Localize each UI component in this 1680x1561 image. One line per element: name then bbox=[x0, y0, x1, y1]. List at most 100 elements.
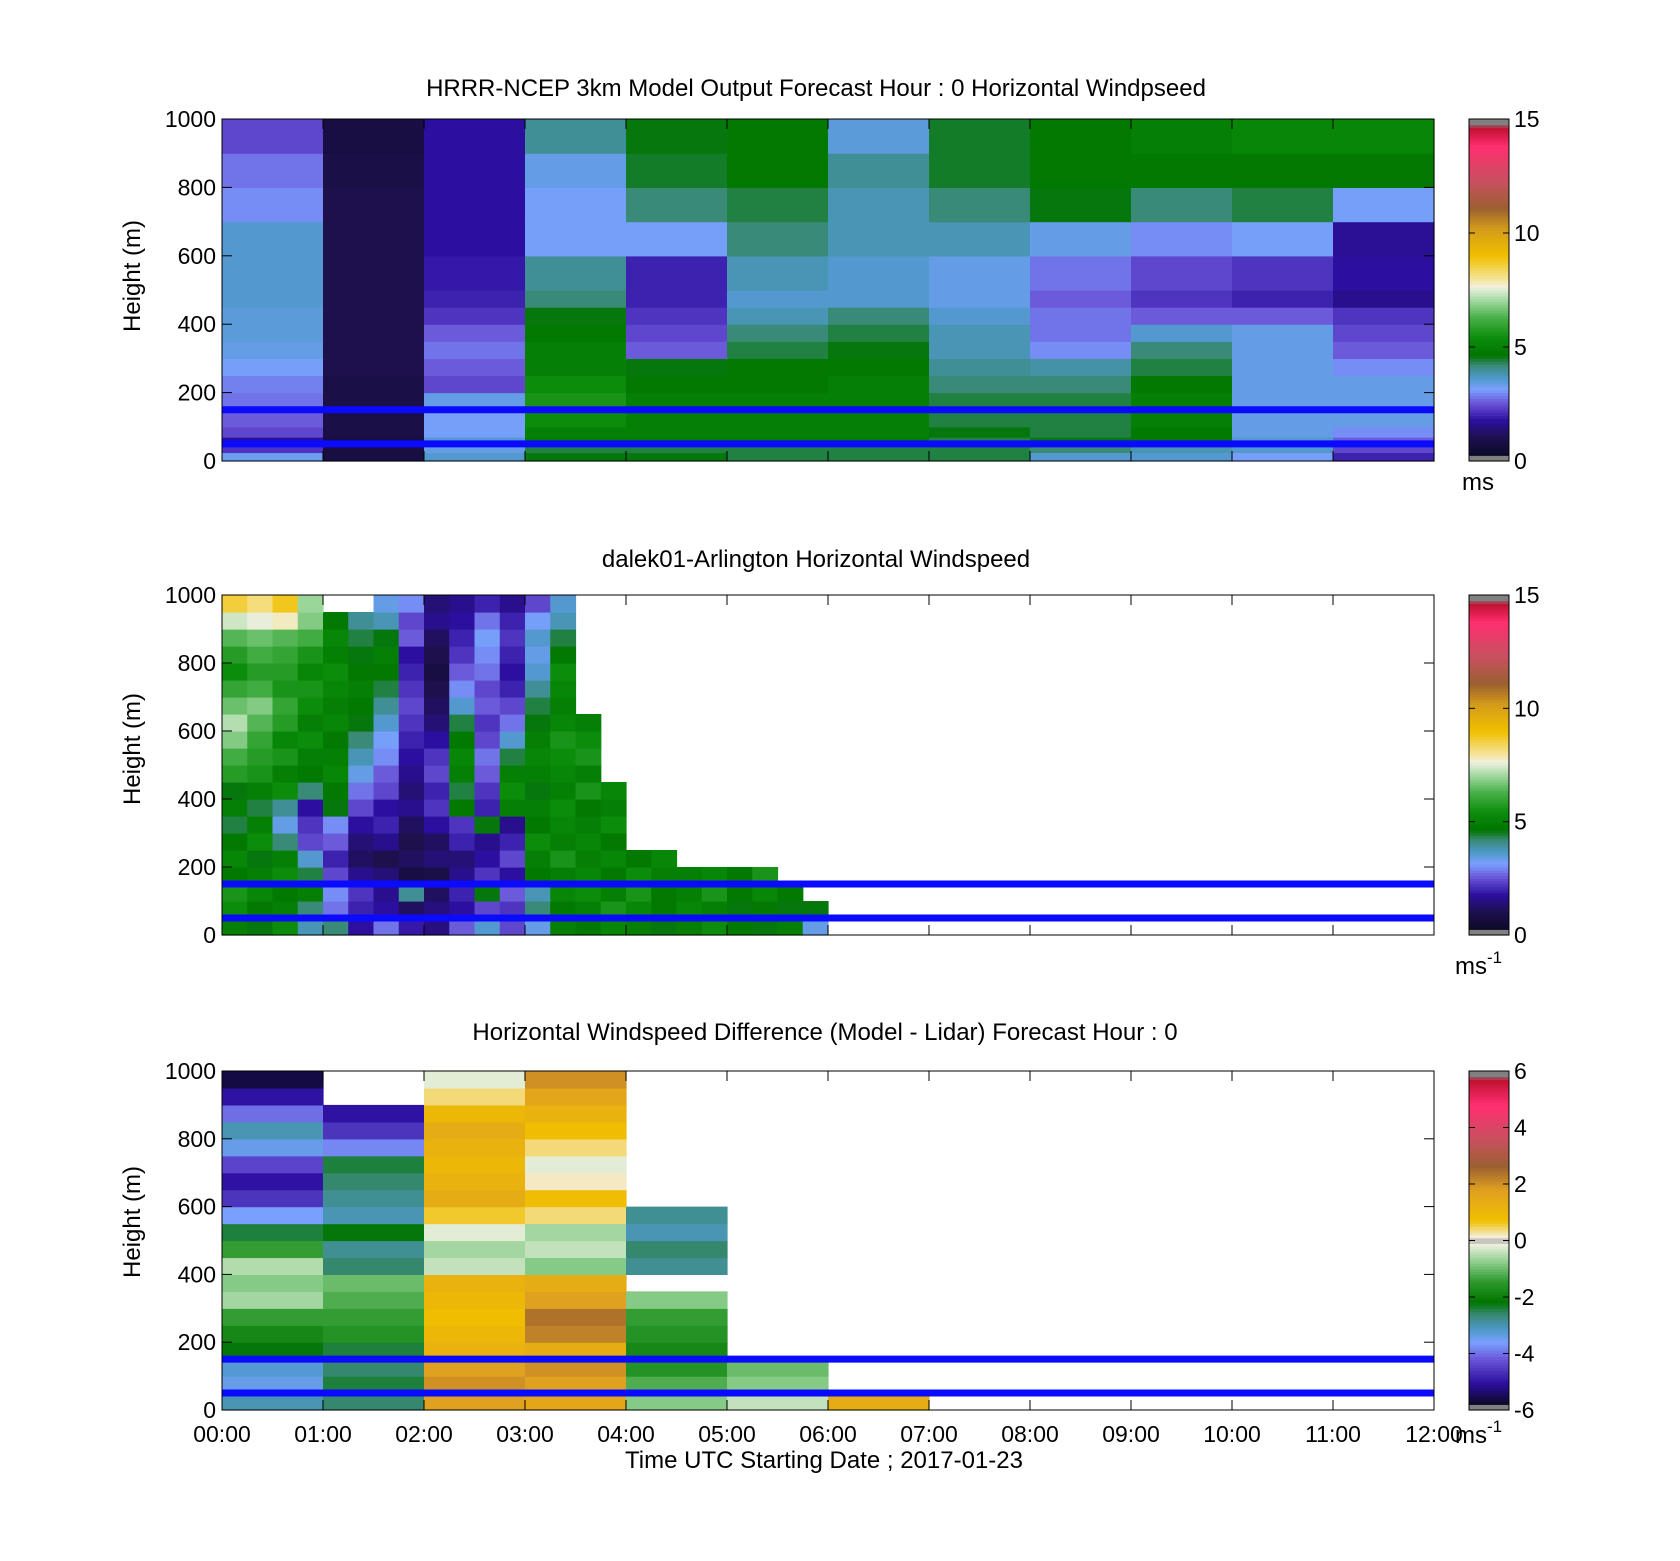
colorbar-segment bbox=[1469, 141, 1509, 146]
colorbar-segment bbox=[1469, 1305, 1509, 1309]
colorbar-segment bbox=[1469, 1203, 1509, 1208]
panel-difference-axes: 0 200 400 600 800 1000 bbox=[165, 1058, 1435, 1423]
heatmap-cell bbox=[222, 901, 248, 919]
panel-model-colorbar: 0 5 10 15 bbox=[1468, 106, 1540, 474]
colorbar-segment bbox=[1469, 173, 1509, 177]
heatmap-cell bbox=[499, 782, 526, 800]
colorbar-segment bbox=[1469, 1206, 1509, 1211]
heatmap-cell bbox=[424, 307, 526, 325]
heatmap-cell bbox=[449, 731, 476, 749]
x-tick-label: 04:00 bbox=[597, 1421, 655, 1447]
heatmap-cell bbox=[222, 833, 248, 851]
heatmap-cell bbox=[398, 816, 425, 834]
heatmap-cell bbox=[424, 1240, 526, 1259]
colorbar-segment bbox=[1469, 438, 1509, 442]
heatmap-cell bbox=[525, 1359, 627, 1377]
colorbar-segment bbox=[1469, 235, 1509, 240]
colorbar-segment bbox=[1469, 270, 1509, 274]
heatmap-cell bbox=[297, 680, 324, 698]
colorbar-tick-label: 10 bbox=[1514, 220, 1540, 246]
heatmap-cell bbox=[348, 680, 375, 698]
panel-difference-title: Horizontal Windspeed Difference (Model -… bbox=[472, 1019, 1177, 1046]
heatmap-cell bbox=[575, 714, 602, 732]
heatmap-cell bbox=[525, 1189, 627, 1208]
heatmap-cell bbox=[272, 867, 299, 885]
heatmap-cell bbox=[272, 765, 299, 783]
heatmap-cell bbox=[525, 1071, 627, 1089]
colorbar-segment bbox=[1469, 855, 1509, 860]
heatmap-cell bbox=[222, 884, 248, 902]
heatmap-cell bbox=[626, 1240, 728, 1259]
heatmap-cell bbox=[929, 426, 1031, 438]
heatmap-cell bbox=[247, 833, 274, 851]
colorbar-segment bbox=[1469, 1401, 1509, 1405]
colorbar-segment bbox=[1469, 861, 1509, 865]
colorbar-segment bbox=[1469, 1302, 1509, 1307]
colorbar-segment bbox=[1469, 742, 1509, 746]
heatmap-cell bbox=[474, 663, 501, 681]
heatmap-cell bbox=[424, 445, 526, 454]
colorbar-segment bbox=[1469, 790, 1509, 794]
colorbar-segment bbox=[1469, 677, 1509, 681]
colorbar-segment bbox=[1469, 1316, 1509, 1321]
heatmap-cell bbox=[323, 663, 349, 681]
heatmap-cell bbox=[626, 1393, 728, 1411]
heatmap-cell bbox=[525, 445, 627, 454]
colorbar-segment bbox=[1469, 133, 1509, 137]
heatmap-cell bbox=[323, 1376, 425, 1394]
colorbar-segment bbox=[1469, 600, 1509, 605]
colorbar-segment bbox=[1469, 364, 1509, 368]
colorbar-segment bbox=[1469, 926, 1509, 930]
heatmap-cell bbox=[424, 1172, 526, 1191]
heatmap-cell bbox=[525, 341, 627, 359]
heatmap-cell bbox=[297, 833, 324, 851]
heatmap-cell bbox=[1131, 426, 1233, 438]
heatmap-cell bbox=[297, 731, 324, 749]
colorbar-segment bbox=[1469, 207, 1509, 211]
heatmap-cell bbox=[373, 663, 400, 681]
colorbar-segment bbox=[1469, 1356, 1509, 1360]
panel-lidar-colorbar: 0 5 10 15 bbox=[1468, 582, 1540, 948]
heatmap-cell bbox=[525, 1223, 627, 1242]
heatmap-cell bbox=[222, 1104, 324, 1123]
colorbar-tick-label: 5 bbox=[1514, 334, 1527, 360]
colorbar-segment bbox=[1469, 1359, 1509, 1363]
heatmap-cell bbox=[323, 392, 425, 411]
heatmap-cell bbox=[424, 697, 450, 715]
heatmap-cell bbox=[1333, 452, 1435, 462]
heatmap-cell bbox=[222, 697, 248, 715]
heatmap-cell bbox=[550, 697, 577, 715]
heatmap-cell bbox=[550, 884, 577, 902]
heatmap-cell bbox=[1333, 324, 1435, 342]
heatmap-cell bbox=[348, 697, 375, 715]
heatmap-cell bbox=[398, 901, 425, 919]
heatmap-cell bbox=[449, 782, 476, 800]
heatmap-cell bbox=[626, 1291, 728, 1309]
heatmap-cell bbox=[525, 1291, 627, 1309]
heatmap-cell bbox=[1333, 409, 1435, 428]
heatmap-cell bbox=[828, 1393, 930, 1411]
heatmap-cell bbox=[373, 697, 400, 715]
heatmap-cell bbox=[398, 731, 425, 749]
heatmap-cell bbox=[222, 918, 248, 936]
heatmap-cell bbox=[929, 307, 1031, 325]
heatmap-cell bbox=[272, 612, 299, 630]
x-tick-label: 01:00 bbox=[294, 1421, 352, 1447]
colorbar-segment bbox=[1469, 224, 1509, 228]
colorbar-segment bbox=[1469, 1240, 1509, 1244]
colorbar-segment bbox=[1469, 193, 1509, 197]
heatmap-cell bbox=[727, 290, 829, 308]
colorbar-segment bbox=[1469, 909, 1509, 913]
colorbar-segment bbox=[1469, 784, 1509, 789]
heatmap-cell bbox=[575, 867, 602, 885]
heatmap-cell bbox=[1131, 375, 1233, 394]
heatmap-cell bbox=[222, 1189, 324, 1208]
heatmap-cell bbox=[348, 867, 375, 885]
colorbar-segment bbox=[1469, 366, 1509, 371]
heatmap-cell bbox=[222, 1342, 324, 1360]
panel-lidar-axes: 0 200 400 600 800 1000 bbox=[165, 582, 1435, 948]
colorbar-segment bbox=[1469, 1248, 1509, 1253]
heatmap-cell bbox=[323, 1155, 425, 1174]
heatmap-cell bbox=[525, 1240, 627, 1259]
colorbar-segment bbox=[1469, 327, 1509, 331]
